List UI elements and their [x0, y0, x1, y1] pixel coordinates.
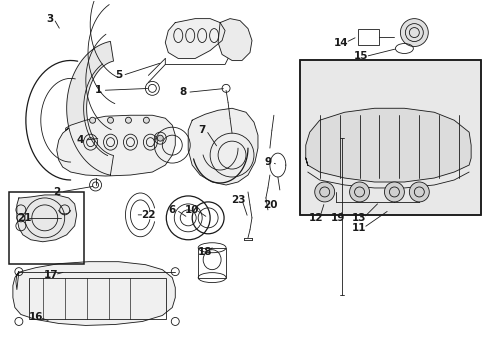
Text: 17: 17 — [43, 270, 58, 280]
Text: 22: 22 — [141, 210, 155, 220]
Bar — [198, 248, 225, 278]
Polygon shape — [188, 108, 258, 185]
Text: 3: 3 — [46, 14, 53, 24]
Text: 9: 9 — [264, 157, 271, 167]
Text: 1: 1 — [95, 85, 102, 95]
Polygon shape — [13, 262, 175, 325]
Text: 2: 2 — [53, 187, 60, 197]
Text: 20: 20 — [262, 200, 277, 210]
Polygon shape — [165, 19, 224, 58]
Polygon shape — [305, 108, 470, 182]
Bar — [9, 192, 83, 264]
Polygon shape — [218, 19, 251, 60]
Bar — [299, 60, 480, 215]
Circle shape — [314, 182, 334, 202]
Polygon shape — [66, 41, 113, 175]
Text: 11: 11 — [351, 223, 366, 233]
Circle shape — [89, 117, 95, 123]
Text: 12: 12 — [308, 213, 322, 223]
Text: 8: 8 — [179, 87, 186, 97]
Circle shape — [384, 182, 404, 202]
Text: 10: 10 — [184, 205, 199, 215]
Text: 13: 13 — [351, 213, 366, 223]
Bar — [299, 60, 480, 215]
Polygon shape — [57, 115, 175, 176]
Circle shape — [143, 117, 149, 123]
Bar — [29, 278, 166, 319]
Polygon shape — [17, 195, 77, 242]
Text: 19: 19 — [330, 213, 344, 223]
Circle shape — [157, 135, 163, 141]
Text: 23: 23 — [230, 195, 245, 205]
Circle shape — [408, 182, 428, 202]
Text: 4: 4 — [77, 135, 84, 145]
Text: 21: 21 — [18, 213, 32, 223]
Circle shape — [349, 182, 369, 202]
Text: 16: 16 — [28, 312, 43, 323]
Text: 18: 18 — [198, 247, 212, 257]
Text: 6: 6 — [168, 205, 176, 215]
Bar — [357, 28, 379, 45]
Circle shape — [107, 117, 113, 123]
Text: 15: 15 — [354, 51, 368, 62]
Circle shape — [400, 19, 427, 46]
Circle shape — [125, 117, 131, 123]
Text: 14: 14 — [334, 37, 348, 48]
Text: 5: 5 — [115, 71, 122, 80]
Text: 7: 7 — [198, 125, 205, 135]
